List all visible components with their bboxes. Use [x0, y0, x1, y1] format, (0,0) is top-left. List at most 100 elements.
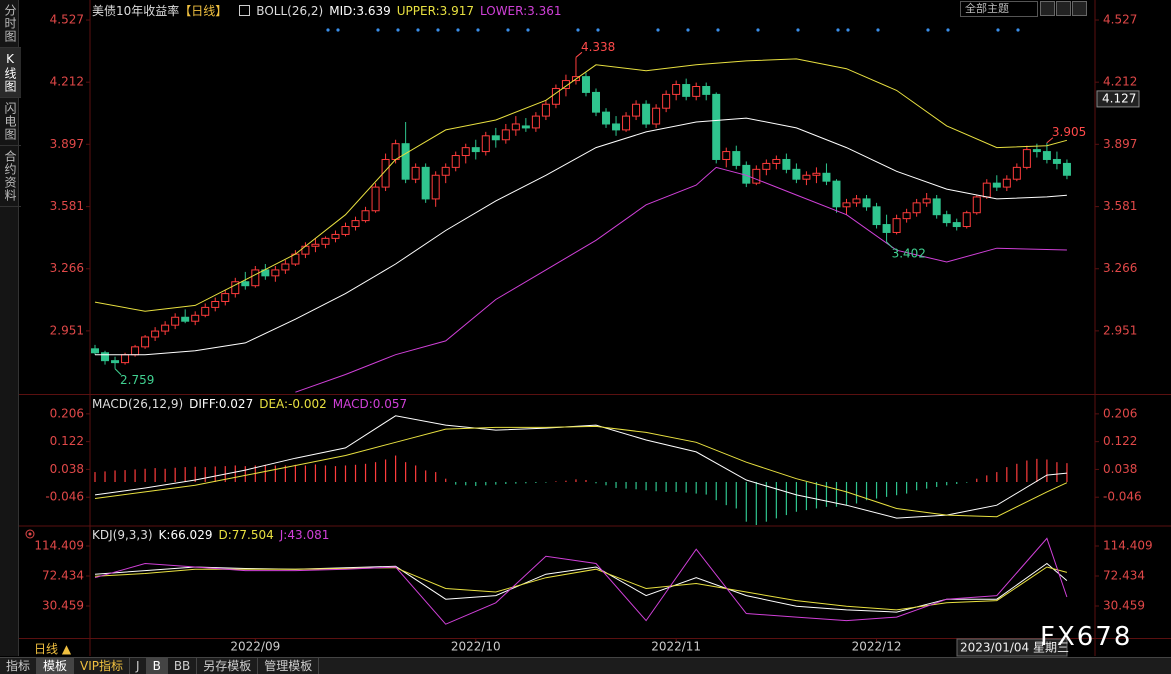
- y-tick-label: 0.038: [50, 462, 84, 476]
- legend-name: LOWER:: [479, 3, 528, 18]
- kdj-settings-icon[interactable]: [25, 529, 35, 539]
- indicator-name: MACD(26,12,9): [92, 397, 184, 411]
- candle-body: [762, 162, 771, 170]
- candle-body: [281, 263, 290, 271]
- candle-body: [592, 91, 600, 113]
- legend-value: 3.917: [439, 3, 474, 18]
- candle-body: [1052, 158, 1061, 164]
- theme-dropdown[interactable]: 全部主题: [960, 1, 1038, 17]
- candle-body: [461, 147, 470, 157]
- candle-body: [121, 354, 130, 364]
- sidebar-tab[interactable]: 分时图: [0, 0, 21, 48]
- candle-body: [521, 125, 530, 129]
- extreme-pointer: [1046, 137, 1054, 144]
- candle-body: [712, 93, 721, 160]
- candle-body: [401, 143, 410, 180]
- y-tick-label: 2.951: [1103, 323, 1137, 337]
- candle-body: [982, 182, 991, 198]
- y-tick-label: 30.459: [42, 599, 84, 613]
- sidebar-tab[interactable]: 合约资料: [0, 146, 21, 207]
- candle-body: [932, 198, 941, 216]
- tab[interactable]: VIP指标: [74, 658, 131, 674]
- legend-entry: MACD:0.057: [333, 397, 407, 411]
- candle-body: [622, 115, 631, 131]
- tab[interactable]: 指标: [0, 658, 38, 674]
- candle-body: [802, 174, 811, 180]
- candle-body: [511, 123, 520, 131]
- sidebar: 分时图 K线图 闪电图 合约资料: [0, 0, 21, 656]
- legend-entry: D:77.504: [218, 528, 273, 542]
- candle-body: [181, 316, 190, 322]
- indicator-line: [94, 58, 1068, 312]
- y-tick-label: 0.206: [50, 406, 84, 420]
- y-tick-label: 114.409: [1103, 539, 1153, 553]
- candle-body: [151, 330, 160, 338]
- candle-body: [331, 233, 340, 239]
- legend-value: 3.639: [356, 3, 391, 18]
- candle-body: [852, 198, 861, 204]
- toolbar-icon[interactable]: [1072, 1, 1087, 16]
- candle-body: [431, 174, 440, 200]
- candle-body: [782, 158, 791, 170]
- tab[interactable]: 模板: [37, 658, 75, 674]
- indicator-line: [94, 537, 1068, 625]
- x-tick-label: 2022/09: [230, 640, 280, 654]
- candle-body: [341, 226, 350, 235]
- candle-body: [301, 245, 310, 255]
- y-tick-label: 30.459: [1103, 599, 1145, 613]
- y-tick-label: 114.409: [34, 539, 84, 553]
- toolbar-icon[interactable]: [1040, 1, 1055, 16]
- candle-body: [972, 196, 981, 214]
- y-tick-label: -0.046: [45, 490, 84, 504]
- candle-body: [111, 360, 120, 364]
- extreme-label: 3.905: [1052, 125, 1086, 139]
- candle-body: [541, 103, 550, 117]
- candle-body: [161, 324, 170, 332]
- indicator-line: [95, 117, 1067, 356]
- tab[interactable]: BB: [168, 658, 198, 674]
- legend-name: K:: [158, 528, 171, 542]
- legend-value: 77.504: [231, 528, 274, 542]
- legend-entry: K:66.029: [159, 528, 213, 542]
- sidebar-tab[interactable]: K线图: [0, 48, 21, 98]
- candle-body: [1002, 178, 1011, 188]
- tab[interactable]: 另存模板: [197, 658, 259, 674]
- candle-body: [842, 202, 851, 208]
- tab[interactable]: B: [146, 658, 168, 674]
- overlay-checkbox[interactable]: [239, 5, 251, 16]
- legend-value: 0.057: [372, 397, 408, 411]
- y-tick-label: 3.266: [50, 261, 84, 275]
- candle-body: [391, 143, 400, 160]
- tab[interactable]: 管理模板: [258, 658, 320, 674]
- candle-body: [612, 123, 621, 131]
- overlay-name: BOLL(26,2): [256, 3, 324, 18]
- signal-dots: [326, 28, 1020, 32]
- y-tick-label: 3.897: [1103, 137, 1137, 151]
- kdj-header: KDJ(9,3,3) K:66.029 D:77.504 J:43.081: [92, 528, 329, 542]
- extreme-label: 4.338: [581, 40, 615, 54]
- sidebar-tab[interactable]: 闪电图: [0, 98, 21, 146]
- y-tick-label: 3.581: [50, 199, 84, 213]
- candle-body: [451, 155, 460, 168]
- legend-name: J:: [279, 528, 288, 542]
- y-tick-label: 3.581: [1103, 199, 1137, 213]
- legend-entry: DEA:-0.002: [259, 397, 327, 411]
- bottom-tabs: 指标 模板 VIP指标 J B BB 另存模板 管理模板: [0, 657, 1171, 674]
- extreme-label: 3.402: [892, 246, 926, 260]
- candle-body: [922, 198, 931, 204]
- candle-body: [91, 348, 99, 354]
- candle-body: [191, 314, 200, 322]
- toolbar-icon[interactable]: [1056, 1, 1071, 16]
- period-button[interactable]: 日线 ▲: [34, 642, 72, 656]
- candle-body: [1012, 166, 1021, 180]
- y-tick-label: 0.206: [1103, 406, 1137, 420]
- candle-body: [271, 269, 280, 277]
- legend-entry: DIFF:0.027: [189, 397, 253, 411]
- candle-body: [812, 172, 821, 176]
- candle-body: [1022, 149, 1031, 168]
- watermark: FX678: [1040, 622, 1133, 652]
- tab[interactable]: J: [130, 658, 147, 674]
- candle-body: [872, 206, 881, 226]
- legend-value: 43.081: [287, 528, 330, 542]
